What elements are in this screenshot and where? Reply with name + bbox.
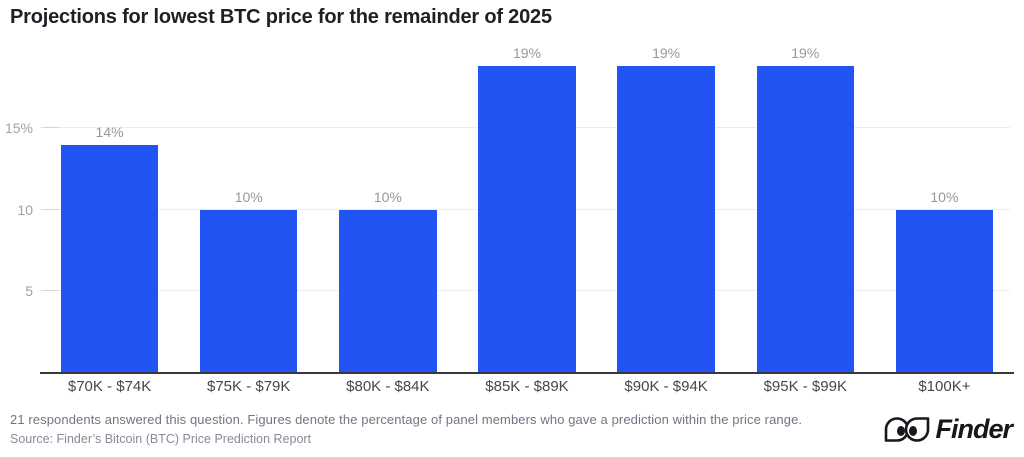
bar-column: 19% [457, 45, 596, 373]
bar-column: 10% [318, 45, 457, 373]
y-axis-tick [43, 127, 59, 129]
y-axis-tick [43, 208, 59, 210]
x-axis-label: $85K - $89K [485, 378, 569, 395]
bar-value-label: 10% [930, 188, 959, 205]
x-axis-label: $90K - $94K [624, 378, 708, 395]
bar [60, 144, 159, 373]
bar-column: 19% [597, 45, 736, 373]
bar-column: 10% [179, 45, 318, 373]
bar [339, 209, 437, 373]
x-axis-label: $95K - $99K [763, 378, 847, 395]
bar [478, 66, 576, 373]
bar-value-label: 10% [234, 188, 263, 205]
y-axis-tick [43, 290, 59, 292]
x-axis-line [40, 372, 1014, 374]
x-axis-label: $75K - $79K [207, 378, 291, 395]
plot-area: 14% 10% 10% 19% 19% 19% 10% 5 10 15% [5, 45, 1014, 374]
bar-value-label: 19% [791, 45, 820, 61]
bar [200, 209, 298, 373]
bar [617, 66, 715, 373]
x-axis-label: $100K+ [918, 378, 971, 395]
x-axis-label: $80K - $84K [346, 378, 430, 395]
finder-logo: Finder [884, 410, 1013, 448]
finder-wordmark: Finder [935, 413, 1013, 444]
bar-value-label: 14% [95, 123, 124, 140]
x-axis-label: $70K - $74K [67, 378, 152, 395]
bar [895, 209, 994, 373]
y-axis-label: 10 [17, 201, 33, 218]
source-note: Source: Finder’s Bitcoin (BTC) Price Pre… [10, 432, 312, 446]
y-axis-label: 15% [4, 120, 33, 137]
bar-column: 19% [736, 45, 875, 373]
bar-column: 10% [875, 45, 1014, 373]
finder-eyes-icon [885, 416, 930, 442]
bar-value-label: 19% [652, 45, 681, 61]
bar-column: 14% [40, 45, 179, 373]
chart-title: Projections for lowest BTC price for the… [10, 6, 552, 28]
bar [756, 66, 854, 373]
bars-layer: 14% 10% 10% 19% 19% 19% 10% [40, 45, 1014, 373]
y-axis-label: 5 [25, 283, 33, 300]
bar-value-label: 10% [373, 188, 402, 205]
x-axis: $70K - $74K $75K - $79K $80K - $84K $85K - … [40, 378, 1014, 395]
bar-value-label: 19% [512, 45, 541, 61]
footnote: 21 respondents answered this question. F… [10, 412, 803, 427]
